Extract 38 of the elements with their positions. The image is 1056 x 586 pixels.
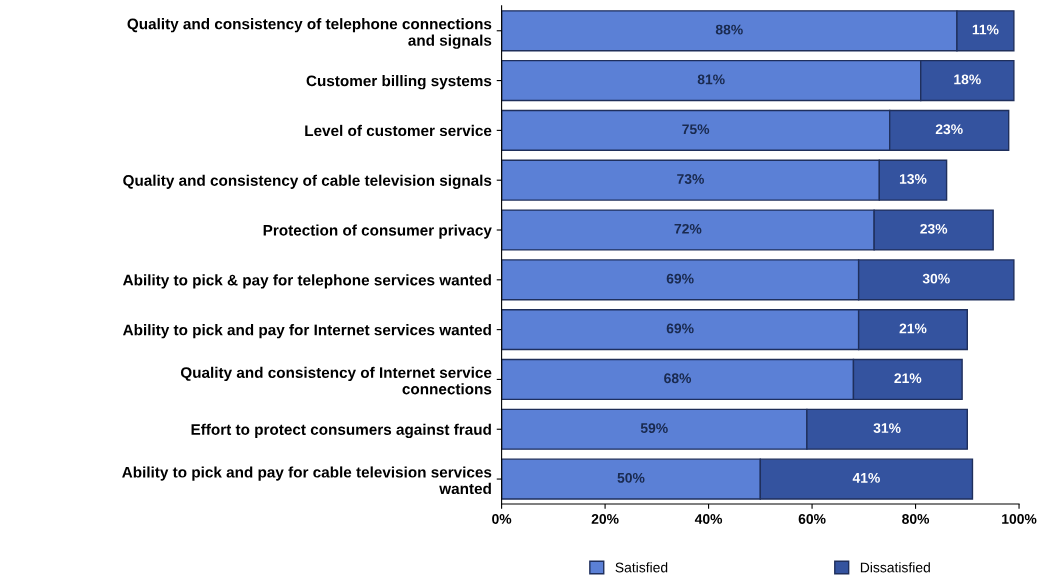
text: 72% (674, 223, 702, 234)
text: 68% (664, 373, 692, 384)
text: 21% (894, 373, 922, 384)
text: 31% (873, 423, 901, 433)
text: 50% (617, 472, 645, 483)
text: 18% (954, 74, 981, 85)
y-tick-label: Quality and consistency of telephone connections and signals (127, 18, 492, 49)
text: 30% (922, 273, 950, 284)
legend-label: Satisfied (615, 562, 668, 573)
text: 59% (640, 423, 668, 433)
y-tick-label: Ability to pick & pay for telephone services wanted (122, 274, 491, 289)
y-tick-label: Customer billing systems (306, 75, 492, 90)
legend-label: Dissatisfied (860, 562, 930, 573)
x-tick-label: 100% (1002, 514, 1037, 524)
text: 13% (899, 174, 927, 184)
x-tick-label: 40% (694, 514, 723, 524)
text: 11% (972, 24, 999, 35)
x-tick-label: 80% (902, 514, 930, 524)
text: 73% (677, 174, 704, 184)
text: 23% (935, 124, 963, 135)
text: 21% (899, 323, 927, 334)
text: 81% (697, 74, 725, 85)
text: 41% (852, 472, 880, 483)
y-tick-label: Level of customer service (305, 124, 492, 137)
y-tick-label: Quality and consistency of Internet service connections (180, 366, 492, 395)
x-tick-label: 60% (798, 514, 826, 524)
y-tick-label: Ability to pick and pay for cable television services wanted (122, 466, 492, 495)
text: 23% (920, 223, 948, 234)
text: 69% (666, 323, 694, 334)
y-tick-label: Quality and consistency of cable television signals (123, 174, 492, 189)
text: 69% (666, 273, 694, 284)
y-tick-label: Protection of consumer privacy (263, 224, 492, 239)
x-tick-label: 20% (591, 514, 619, 524)
text: 75% (682, 124, 710, 135)
y-tick-label: Effort to protect consumers against fraud (191, 423, 491, 439)
text: 88% (715, 24, 743, 35)
y-tick-label: Ability to pick and pay for Internet services wanted (122, 324, 491, 339)
x-tick-label: 0% (492, 514, 512, 524)
